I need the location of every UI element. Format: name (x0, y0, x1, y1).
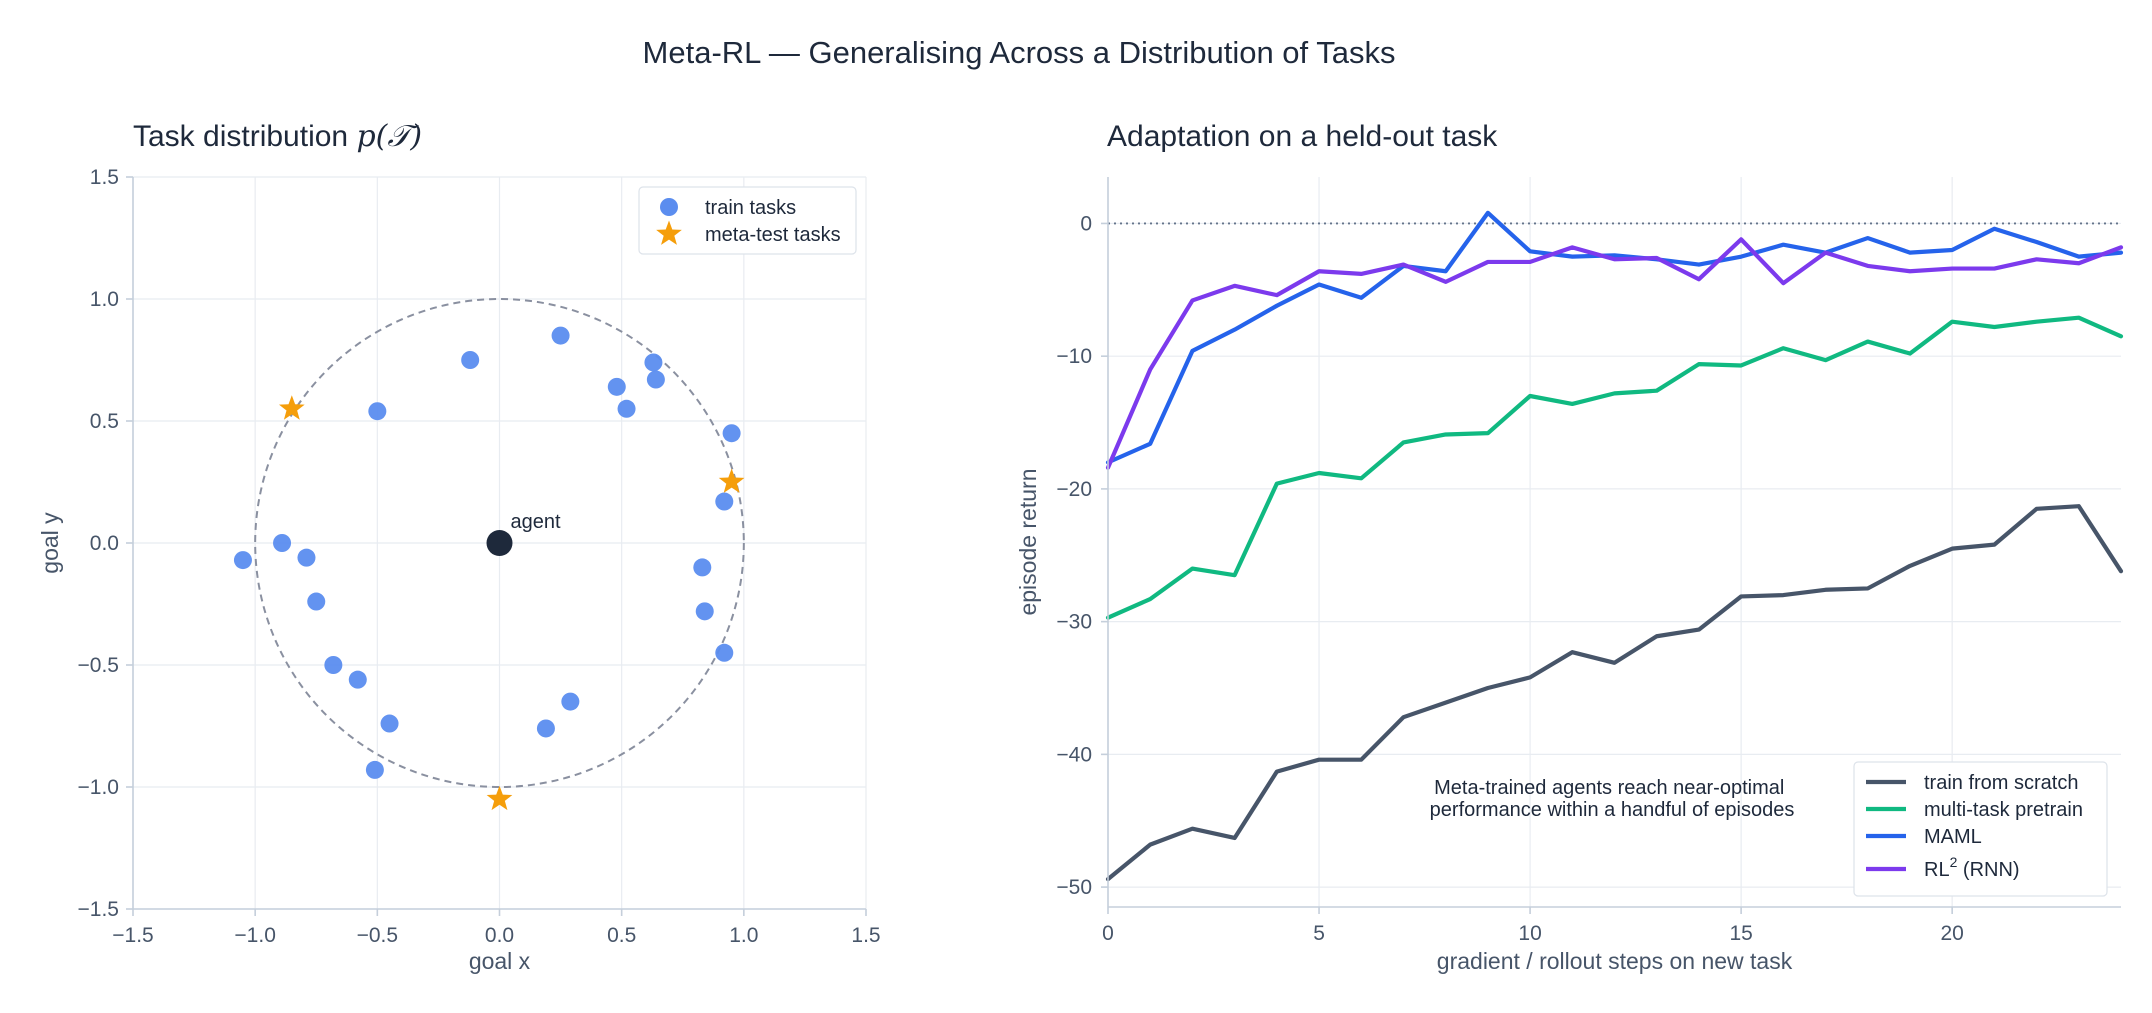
y-tick-label: −20 (1056, 478, 1092, 501)
train-task-point (693, 558, 712, 577)
agent-marker-group: agent (486, 511, 561, 556)
meta-test-task-star (278, 395, 305, 420)
train-task-point (551, 326, 570, 345)
x-tick-label: −1.0 (234, 924, 275, 947)
x-tick-label: 0.0 (485, 924, 514, 947)
train-task-point (365, 760, 384, 779)
meta-test-task-star (718, 468, 745, 493)
y-tick-label: 1.0 (90, 288, 119, 311)
legend-label-rl2-rnn: RL2 (RNN) (1924, 854, 2020, 881)
train-task-point (324, 656, 343, 674)
agent-label: agent (511, 511, 561, 533)
x-tick-label: 10 (1518, 922, 1541, 945)
y-tick-label: −50 (1056, 876, 1092, 899)
train-task-point (722, 424, 741, 443)
train-task-point (307, 592, 326, 611)
train-task-point (461, 351, 480, 369)
agent-marker (486, 530, 513, 556)
y-tick-label: 0.5 (90, 410, 119, 433)
return-curves (1105, 210, 2124, 882)
right-legend: train from scratch multi-task pretrain MAM… (1853, 761, 2108, 897)
task-points (233, 326, 745, 811)
legend-meta-test-label: meta-test tasks (705, 224, 841, 246)
y-tick-label: −1.0 (78, 776, 119, 799)
series-line-train-from-scratch (1105, 504, 2124, 882)
train-task-point (297, 548, 316, 567)
train-task-point (561, 692, 580, 711)
train-task-point (368, 402, 387, 421)
train-task-point (233, 551, 252, 570)
x-tick-label: −0.5 (357, 924, 398, 947)
series-line-multi-task-pretrain (1105, 315, 2124, 620)
y-tick-label: 1.5 (90, 166, 119, 189)
x-tick-label: 20 (1940, 922, 1963, 945)
adaptation-panel: Adaptation on a held-out task 0 5 10 15 200−… (1015, 120, 2124, 974)
series-line-rl2-rnn (1105, 237, 2124, 470)
legend-label-multi-task-pretrain: multi-task pretrain (1924, 799, 2083, 821)
task-distribution-panel: Task distribution p(𝒯) agent −1.5 −1.0 −0.… (37, 119, 881, 974)
y-tick-label: −10 (1056, 345, 1092, 368)
train-task-point (646, 370, 665, 389)
x-tick-label: −1.5 (112, 924, 153, 947)
y-tick-label: −1.5 (78, 898, 119, 921)
unit-circle (254, 298, 745, 788)
x-tick-label: 0.5 (607, 924, 636, 947)
adaptation-title: Adaptation on a held-out task (1107, 120, 1498, 153)
train-task-point (617, 399, 636, 418)
right-axes (1101, 177, 2121, 914)
meta-test-task-star (486, 785, 513, 811)
x-tick-label: 0 (1102, 922, 1114, 945)
y-tick-label: 0 (1080, 212, 1092, 235)
left-x-axis-label: goal x (469, 948, 531, 974)
y-tick-label: 0.0 (90, 532, 119, 555)
legend-label-maml: MAML (1924, 826, 1982, 848)
right-tick-labels: 0 5 10 15 20 0 −10 −20 −30 −40 −50 (1056, 212, 1963, 945)
train-task-point (715, 643, 734, 662)
legend-train-label: train tasks (705, 197, 796, 219)
x-tick-label: 1.5 (851, 924, 880, 947)
x-tick-label: 1.0 (729, 924, 758, 947)
train-task-point (273, 534, 292, 552)
left-y-axis-label: goal y (37, 512, 63, 574)
train-task-point (695, 602, 714, 621)
legend-train-marker (660, 198, 678, 216)
train-task-point (715, 492, 734, 511)
right-y-axis-label: episode return (1015, 468, 1041, 615)
figure-title: Meta-RL — Generalising Across a Distribu… (643, 35, 1396, 70)
series-line-maml (1105, 210, 2124, 465)
legend-meta-test-marker (656, 220, 682, 245)
left-legend: train tasks meta-test tasks (638, 186, 857, 255)
unit-circle-outline (254, 298, 745, 788)
annotation-text: Meta-trained agents reach near-optimal p… (1430, 777, 1795, 821)
right-x-axis-label: gradient / rollout steps on new task (1437, 948, 1793, 974)
x-tick-label: 5 (1313, 922, 1325, 945)
train-task-point (536, 719, 555, 738)
train-task-point (644, 353, 663, 372)
y-tick-label: −0.5 (78, 654, 119, 677)
left-axes (126, 176, 867, 916)
task-distribution-title: Task distribution p(𝒯) (133, 119, 422, 154)
train-task-point (380, 714, 399, 733)
train-task-point (607, 377, 626, 396)
x-tick-label: 15 (1729, 922, 1752, 945)
left-tick-labels: −1.5 −1.0 −0.5 0.0 0.5 1.0 1.5 −1.5 −1.0 −0.5 0.0 0… (78, 166, 881, 947)
y-tick-label: −30 (1056, 611, 1092, 634)
legend-label-train-from-scratch: train from scratch (1924, 772, 2078, 794)
train-task-point (348, 670, 367, 689)
right-legend-frame (1853, 761, 2108, 897)
y-tick-label: −40 (1056, 743, 1092, 766)
left-legend-frame (638, 186, 857, 255)
